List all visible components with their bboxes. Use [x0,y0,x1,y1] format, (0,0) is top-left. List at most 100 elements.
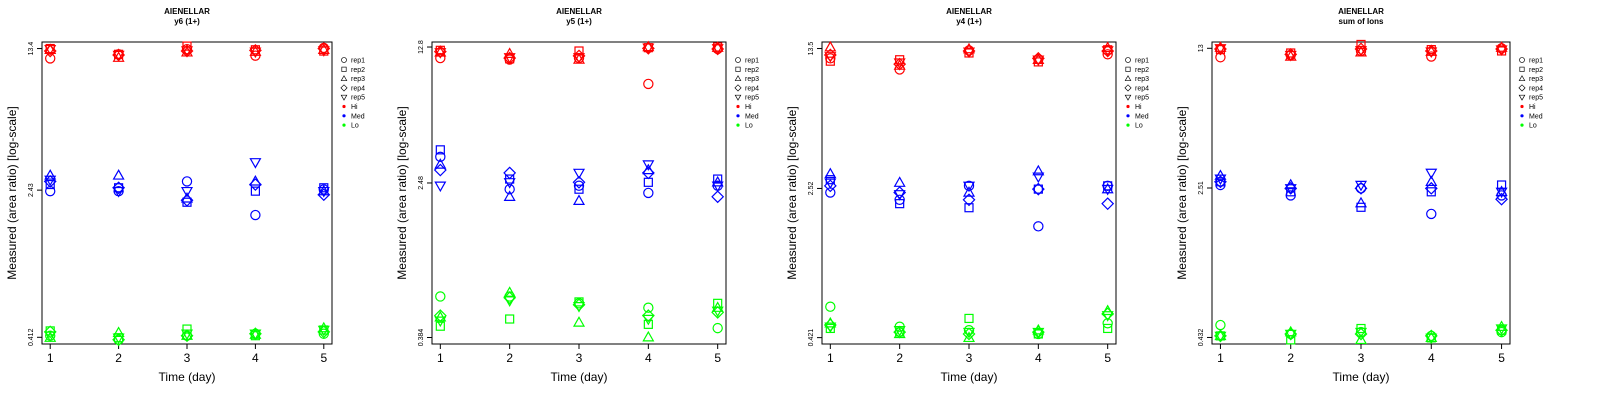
legend-symbol-rep2 [341,66,347,72]
legend-label: rep3 [1135,76,1149,83]
legend-dot-hi [1520,104,1524,109]
y-tick-label: 2.48 [418,176,425,190]
legend-symbol-group [1124,75,1132,81]
data-point-lo-rep3 [317,321,330,333]
legend-label: rep1 [1135,58,1149,65]
legend-symbol-group [1125,57,1131,63]
data-point-med-rep1 [181,176,193,187]
y-axis-label: Measured (area ratio) [log-scale] [785,106,799,279]
legend-label: rep5 [351,95,365,102]
data-point-hi-rep5 [1214,44,1227,55]
legend-dot-hi [1126,104,1130,109]
x-tick-label: 1 [47,351,54,365]
data-point-lo-rep4 [112,333,126,347]
y-axis-label: Measured (area ratio) [log-scale] [5,106,19,279]
data-point-hi-rep3 [1425,45,1438,56]
data-point-hi-rep5 [317,46,330,57]
y-tick-label: 0.412 [28,328,35,346]
data-point-lo-rep4 [893,325,907,339]
data-point-med-rep1 [643,187,654,199]
data-point-med-rep1 [1426,208,1437,220]
legend-dot-hi [342,104,346,109]
x-tick-label: 1 [827,351,834,365]
y-tick-label: 12.8 [418,40,425,54]
data-point-lo-rep5 [249,329,262,341]
legend-symbol-group [735,66,741,72]
data-point-lo-rep1 [1215,319,1226,331]
data-point-med-rep2 [964,203,974,213]
data-point-hi-rep5 [1425,47,1438,59]
x-tick-label: 5 [1498,351,1505,365]
data-point-med-rep1 [504,184,515,195]
data-point-lo-rep2 [1103,323,1113,334]
data-point-med-rep3 [1425,175,1438,186]
x-tick-label: 3 [1358,351,1365,365]
data-point-med-rep2 [1286,187,1296,197]
data-point-med-rep3 [1032,164,1045,176]
y-tick-label: 13.4 [28,42,35,56]
data-point-hi-rep5 [824,52,837,63]
legend-symbol-group [1518,75,1526,81]
legend-symbol-rep1 [1519,57,1525,63]
data-point-lo-rep5 [1214,331,1227,343]
legend-symbol-rep4 [1518,84,1526,92]
data-point-hi-rep3 [1214,41,1227,52]
data-point-med-rep3 [572,194,586,205]
legend: rep1 rep2 rep3 rep4 rep5 Hi Med Lo [1124,57,1149,130]
legend-symbol-rep1 [1125,57,1131,63]
data-point-lo-rep5 [1495,324,1508,335]
data-point-med-rep4 [823,179,837,193]
legend-dot-med [342,114,346,118]
data-point-lo-rep5 [1101,311,1114,322]
legend-symbol-rep4 [340,84,348,92]
y-tick-label: 2.43 [28,183,35,197]
data-point-lo-rep3 [1495,320,1508,331]
x-tick-label: 1 [1217,351,1224,365]
data-point-lo-rep5 [317,325,330,337]
data-point-hi-rep3 [434,45,447,57]
y-tick-label: 0.384 [418,329,425,347]
legend-symbol-group [1125,66,1131,72]
data-point-lo-rep4 [503,291,517,305]
chart-title: AIENELLAR [164,7,210,16]
data-point-hi-rep5 [893,58,906,70]
legend-label: Lo [1529,123,1537,130]
data-point-hi-rep5 [112,50,125,62]
legend-label: Med [745,113,759,120]
data-point-hi-rep4 [43,44,57,58]
x-axis-label: Time (day) [159,370,216,384]
x-tick-label: 5 [320,351,327,365]
data-point-lo-rep3 [572,316,586,327]
data-point-lo-rep5 [44,331,57,343]
data-point-lo-rep2 [964,313,974,324]
chart-title: AIENELLAR [1338,7,1384,16]
legend-symbol-group [340,75,348,81]
data-point-hi-rep5 [249,47,262,59]
legend-symbol-rep5 [1124,94,1132,101]
data-point-med-rep2 [643,177,653,187]
data-point-lo-rep1 [643,302,654,313]
data-point-lo-rep5 [1354,327,1368,339]
data-point-med-rep2 [1426,187,1436,197]
data-point-lo-rep2 [505,314,515,324]
data-point-med-rep4 [112,181,126,195]
data-point-med-rep3 [249,174,262,186]
data-point-lo-rep5 [711,306,724,318]
legend: rep1 rep2 rep3 rep4 rep5 Hi Med Lo [734,57,759,130]
data-point-med-rep5 [893,190,906,201]
data-point-med-rep3 [44,169,57,180]
legend-symbol-rep4 [734,84,742,92]
x-tick-label: 5 [714,351,721,365]
data-point-med-rep4 [433,163,447,177]
legend-symbol-group [735,57,741,63]
data-point-med-rep2 [250,186,260,196]
data-point-hi-rep3 [824,40,837,52]
legend-label: rep2 [1135,67,1149,74]
legend-label: rep5 [1529,95,1543,102]
legend-label: rep1 [1529,58,1543,65]
legend-label: rep3 [1529,76,1543,83]
data-point-lo-rep5 [572,302,586,313]
legend-symbol-group [1124,94,1132,101]
legend-label: rep2 [1529,67,1543,74]
data-point-med-rep4 [1213,175,1227,189]
